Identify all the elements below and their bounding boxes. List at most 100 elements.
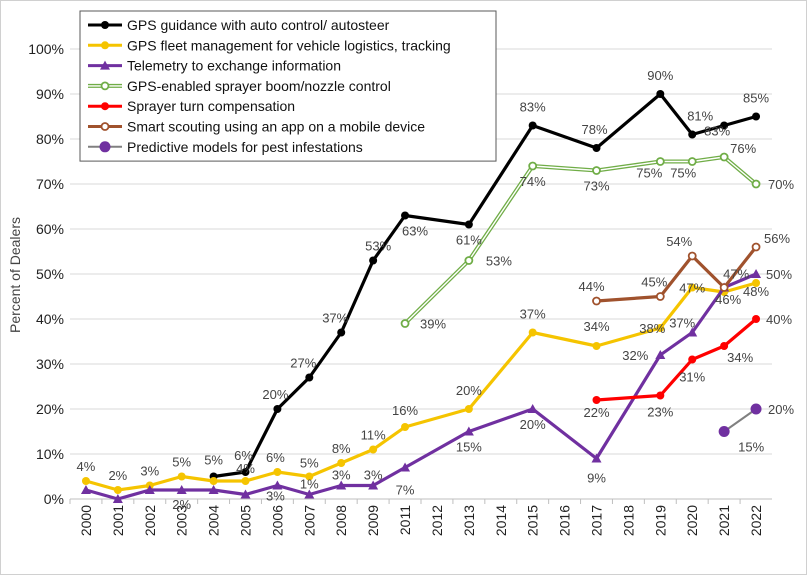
- data-label: 3%: [332, 468, 351, 483]
- data-point: [369, 256, 378, 265]
- series-line: [85, 272, 757, 501]
- data-point: [100, 81, 110, 91]
- data-point: [751, 269, 762, 278]
- data-label: 27%: [290, 356, 316, 371]
- data-point: [592, 342, 601, 350]
- data-point: [337, 328, 346, 337]
- legend-label: GPS guidance with auto control/ autostee…: [127, 17, 390, 33]
- data-label: 4%: [77, 459, 96, 474]
- data-point: [400, 462, 411, 472]
- data-label: 85%: [743, 91, 769, 106]
- data-label: 8%: [332, 441, 351, 456]
- data-label: 15%: [456, 440, 482, 455]
- data-label: 37%: [322, 311, 348, 326]
- data-point: [208, 485, 219, 494]
- x-tick-label: 2000: [78, 505, 94, 536]
- data-label: 34%: [583, 319, 609, 334]
- data-label: 61%: [456, 233, 482, 248]
- series-line: [85, 281, 757, 492]
- data-label: 22%: [583, 405, 609, 420]
- data-point: [177, 472, 186, 481]
- data-label: 20%: [262, 387, 288, 402]
- data-point: [101, 102, 109, 111]
- data-point: [718, 426, 730, 437]
- data-point: [528, 121, 537, 130]
- x-tick-label: 2019: [652, 505, 668, 536]
- data-point: [100, 122, 110, 131]
- legend-label: GPS-enabled sprayer boom/nozzle control: [127, 78, 391, 94]
- data-label: 40%: [766, 312, 792, 327]
- data-label: 20%: [520, 417, 546, 432]
- data-point: [656, 90, 665, 98]
- data-label: 20%: [768, 402, 794, 417]
- data-label: 83%: [520, 100, 546, 115]
- data-label: 70%: [768, 177, 794, 192]
- data-point: [687, 157, 697, 166]
- data-point: [750, 403, 762, 415]
- data-point: [241, 468, 250, 476]
- data-label: 2%: [108, 468, 127, 483]
- data-label: 5%: [172, 455, 191, 470]
- data-point: [720, 342, 729, 350]
- data-point: [81, 477, 90, 485]
- data-point: [656, 324, 665, 332]
- legend-item: Smart scouting using an app on a mobile …: [88, 119, 425, 135]
- x-tick-label: 2004: [206, 505, 222, 536]
- data-point: [401, 423, 410, 431]
- data-point: [528, 328, 537, 337]
- data-point: [112, 494, 123, 503]
- y-tick-label: 10%: [36, 446, 64, 462]
- legend-label: Telemetry to exchange information: [127, 58, 341, 74]
- data-label: 5%: [204, 453, 223, 468]
- data-point: [655, 350, 666, 359]
- data-label: 37%: [520, 307, 546, 322]
- data-label: 37%: [669, 316, 695, 331]
- data-point: [592, 166, 601, 175]
- legend-box: [79, 10, 497, 162]
- series-group: [592, 242, 761, 306]
- series-group: [400, 152, 761, 328]
- data-label: 3%: [140, 464, 159, 479]
- data-point: [752, 315, 761, 323]
- data-label: 73%: [583, 179, 609, 194]
- data-point: [688, 283, 697, 292]
- data-point: [655, 157, 665, 166]
- data-point: [592, 144, 601, 152]
- y-tick-label: 40%: [36, 311, 64, 327]
- data-point: [655, 292, 665, 301]
- x-tick-label: 2005: [238, 505, 254, 536]
- y-tick-label: 60%: [36, 221, 64, 237]
- data-point: [337, 459, 346, 467]
- x-tick-label: 2017: [589, 505, 605, 536]
- data-point: [176, 485, 187, 494]
- data-label: 45%: [641, 275, 667, 290]
- data-point: [80, 485, 91, 494]
- x-tick-label: 2001: [110, 505, 126, 536]
- data-point: [463, 426, 474, 436]
- data-point: [719, 152, 729, 162]
- data-point: [304, 489, 315, 499]
- data-point: [100, 60, 110, 70]
- legend-label: GPS fleet management for vehicle logisti…: [127, 37, 451, 53]
- data-label: 2%: [172, 497, 191, 512]
- series-group: [209, 90, 761, 481]
- series-group: [80, 269, 762, 503]
- data-point: [209, 477, 218, 485]
- data-label: 56%: [764, 231, 790, 246]
- data-label: 34%: [727, 350, 753, 365]
- data-label: 75%: [636, 166, 662, 181]
- data-label: 63%: [402, 224, 428, 239]
- series-group: [81, 279, 761, 494]
- x-tick-label: 2002: [142, 505, 158, 536]
- data-point: [751, 242, 761, 252]
- legend-label: Smart scouting using an app on a mobile …: [127, 119, 425, 135]
- data-point: [305, 373, 314, 382]
- data-label: 32%: [622, 348, 648, 363]
- data-label: 48%: [743, 284, 769, 299]
- data-label: 75%: [670, 166, 696, 181]
- y-axis-title: Percent of Dealers: [7, 217, 23, 333]
- data-label: 3%: [364, 468, 383, 483]
- data-point: [368, 480, 379, 490]
- data-label: 90%: [647, 68, 673, 83]
